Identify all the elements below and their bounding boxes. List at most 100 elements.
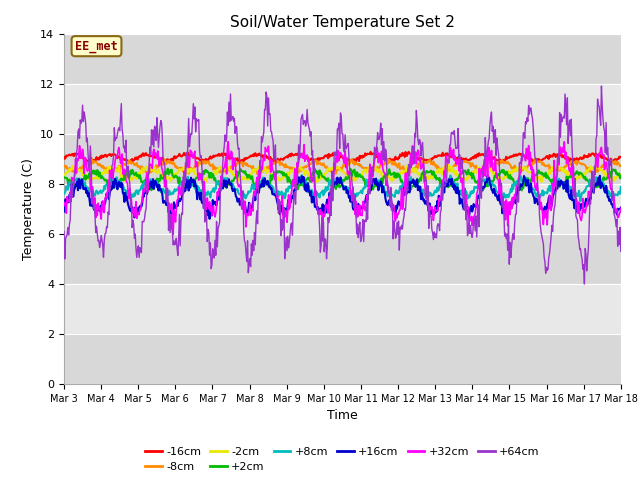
- +8cm: [70, 178, 78, 184]
- Line: +32cm: +32cm: [64, 142, 621, 234]
- +32cm: [170, 231, 177, 237]
- -2cm: [617, 172, 625, 178]
- Text: EE_met: EE_met: [75, 40, 118, 53]
- +16cm: [70, 188, 78, 193]
- +64cm: [410, 161, 418, 167]
- -2cm: [184, 170, 192, 176]
- -8cm: [214, 165, 221, 171]
- -8cm: [127, 161, 135, 167]
- -8cm: [60, 163, 68, 169]
- -2cm: [70, 165, 78, 170]
- Bar: [64, 34, 621, 84]
- -16cm: [617, 154, 625, 160]
- -16cm: [404, 149, 412, 155]
- Line: -16cm: -16cm: [64, 152, 621, 163]
- +16cm: [205, 216, 213, 222]
- +64cm: [214, 244, 221, 250]
- -16cm: [411, 154, 419, 159]
- +16cm: [428, 211, 435, 217]
- -16cm: [606, 160, 614, 166]
- Bar: [64, 134, 621, 184]
- +16cm: [60, 209, 68, 215]
- +2cm: [214, 179, 222, 184]
- +8cm: [60, 191, 68, 197]
- +32cm: [412, 149, 419, 155]
- Line: +16cm: +16cm: [64, 176, 621, 219]
- +8cm: [411, 182, 419, 188]
- +32cm: [617, 205, 625, 211]
- -8cm: [532, 156, 540, 161]
- +16cm: [184, 179, 192, 185]
- +2cm: [479, 188, 487, 193]
- -2cm: [428, 173, 435, 179]
- +32cm: [185, 165, 193, 170]
- +2cm: [70, 186, 78, 192]
- Line: +8cm: +8cm: [64, 175, 621, 201]
- +8cm: [214, 181, 221, 187]
- +64cm: [617, 248, 625, 254]
- +32cm: [214, 193, 222, 199]
- +64cm: [127, 198, 135, 204]
- -8cm: [254, 171, 262, 177]
- +2cm: [185, 184, 193, 190]
- -16cm: [127, 158, 135, 164]
- +2cm: [60, 174, 68, 180]
- Title: Soil/Water Temperature Set 2: Soil/Water Temperature Set 2: [230, 15, 455, 30]
- Bar: [64, 184, 621, 234]
- -2cm: [60, 172, 68, 178]
- -2cm: [411, 166, 419, 171]
- +16cm: [411, 178, 419, 184]
- +8cm: [184, 174, 192, 180]
- +64cm: [70, 181, 78, 187]
- -16cm: [428, 158, 435, 164]
- +8cm: [127, 192, 135, 198]
- Bar: [64, 84, 621, 134]
- +2cm: [411, 183, 419, 189]
- +8cm: [577, 198, 584, 204]
- +64cm: [60, 228, 68, 234]
- +8cm: [428, 191, 435, 196]
- Line: -2cm: -2cm: [64, 165, 621, 182]
- +8cm: [298, 172, 305, 178]
- -8cm: [428, 161, 435, 167]
- +32cm: [225, 139, 232, 144]
- X-axis label: Time: Time: [327, 409, 358, 422]
- -8cm: [617, 163, 625, 169]
- +32cm: [70, 176, 78, 182]
- -16cm: [60, 154, 68, 160]
- -2cm: [214, 170, 221, 176]
- +32cm: [428, 204, 436, 209]
- -16cm: [70, 153, 78, 159]
- +16cm: [214, 191, 222, 196]
- +64cm: [426, 213, 434, 219]
- Line: -8cm: -8cm: [64, 158, 621, 174]
- +2cm: [127, 171, 135, 177]
- Bar: [64, 334, 621, 384]
- -2cm: [314, 179, 321, 185]
- +8cm: [617, 184, 625, 190]
- +32cm: [60, 199, 68, 205]
- -2cm: [445, 162, 452, 168]
- Bar: [64, 284, 621, 334]
- +64cm: [580, 281, 588, 287]
- Line: +2cm: +2cm: [64, 168, 621, 191]
- Line: +64cm: +64cm: [64, 86, 621, 284]
- +16cm: [484, 173, 492, 179]
- +64cm: [184, 139, 192, 145]
- Legend: -16cm, -8cm, -2cm, +2cm, +8cm, +16cm, +32cm, +64cm: -16cm, -8cm, -2cm, +2cm, +8cm, +16cm, +3…: [141, 442, 544, 477]
- -16cm: [214, 153, 221, 159]
- -2cm: [127, 178, 135, 183]
- +16cm: [127, 206, 135, 212]
- +2cm: [164, 166, 172, 171]
- +64cm: [598, 83, 605, 89]
- Bar: [64, 234, 621, 284]
- +32cm: [127, 196, 135, 202]
- Y-axis label: Temperature (C): Temperature (C): [22, 158, 35, 260]
- -8cm: [411, 165, 419, 171]
- -8cm: [70, 167, 78, 173]
- +2cm: [428, 168, 435, 174]
- +16cm: [617, 205, 625, 211]
- -16cm: [184, 150, 192, 156]
- +2cm: [617, 173, 625, 179]
- -8cm: [184, 167, 192, 173]
